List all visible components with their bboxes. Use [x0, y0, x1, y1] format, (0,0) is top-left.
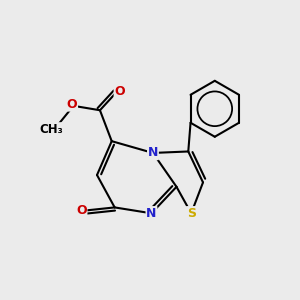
- Text: CH₃: CH₃: [40, 123, 63, 136]
- Text: O: O: [114, 85, 125, 98]
- Text: N: N: [148, 146, 158, 159]
- Text: N: N: [146, 207, 157, 220]
- Text: S: S: [187, 207, 196, 220]
- Text: O: O: [67, 98, 77, 111]
- Text: O: O: [76, 204, 87, 217]
